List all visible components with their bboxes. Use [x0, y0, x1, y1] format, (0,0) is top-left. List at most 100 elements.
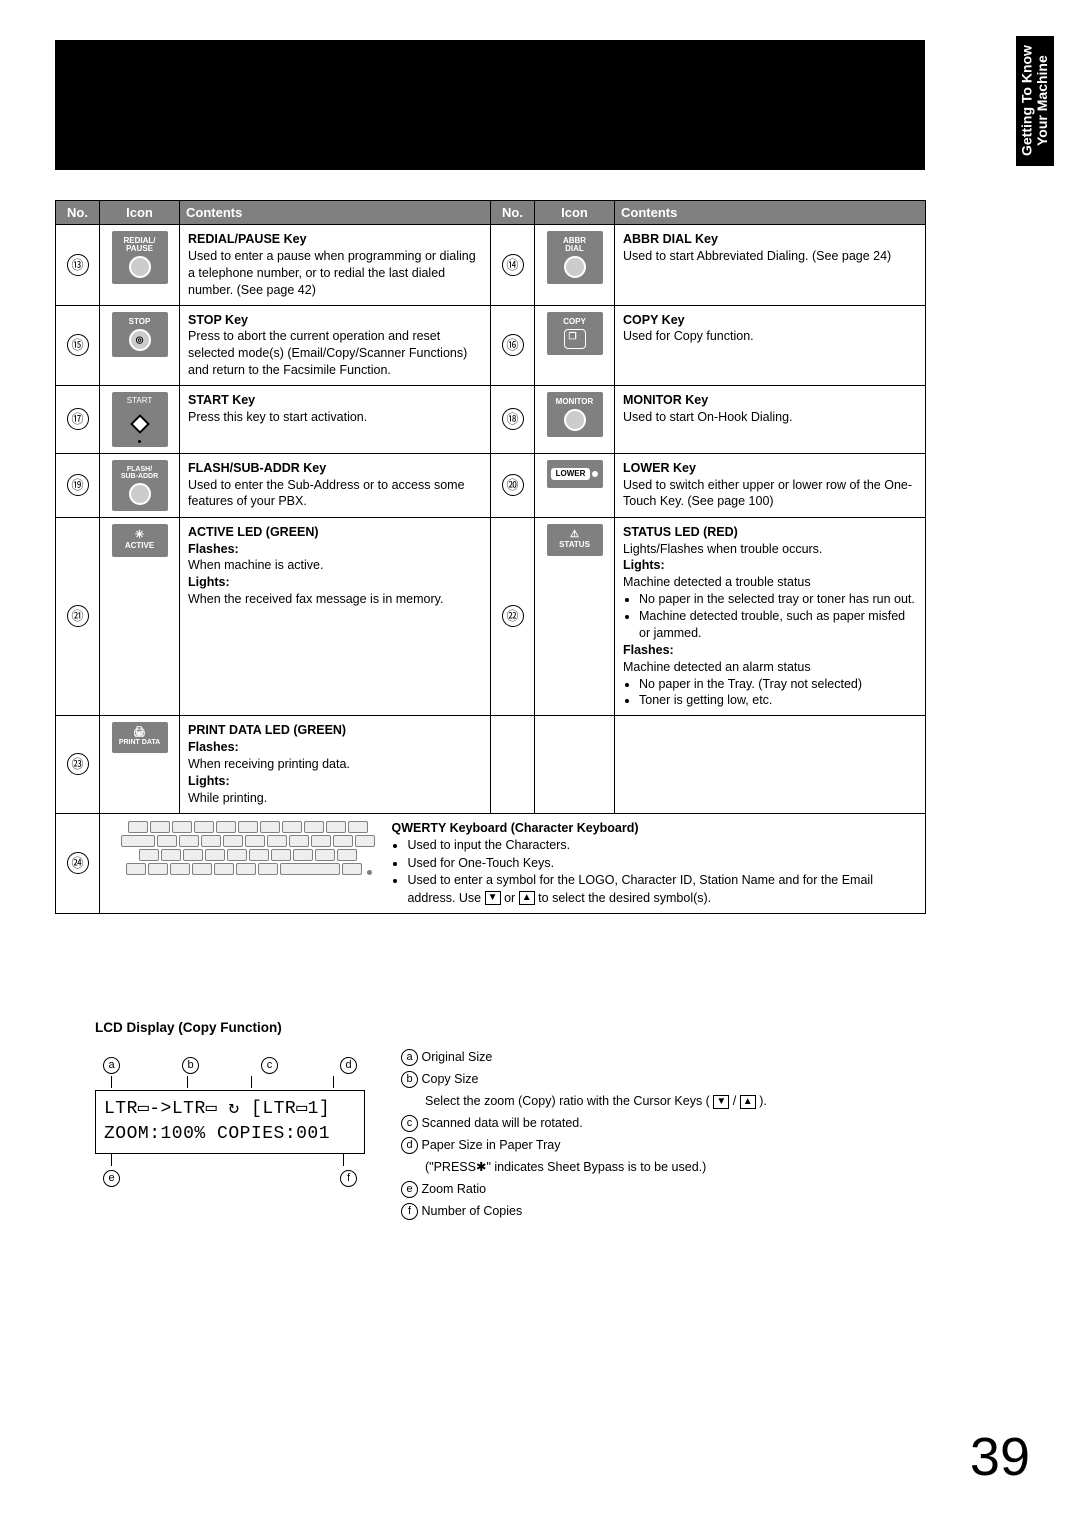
page-number: 39: [970, 1426, 1030, 1488]
key-title: STOP Key: [188, 313, 248, 327]
lcd-label-e: e: [103, 1170, 120, 1187]
qwerty-description: QWERTY Keyboard (Character Keyboard) Use…: [391, 820, 900, 908]
lcd-section: LCD Display (Copy Function) a b c d LTR▭…: [95, 1020, 925, 1223]
key-body: Used to start Abbreviated Dialing. (See …: [623, 249, 891, 263]
sub-label: Lights:: [623, 558, 665, 572]
row-number: ㉓: [67, 753, 89, 775]
key-title: STATUS LED (RED): [623, 525, 738, 539]
section-tab: Getting To Know Your Machine: [1016, 36, 1054, 166]
bullet: No paper in the selected tray or toner h…: [639, 591, 917, 608]
monitor-icon: MONITOR: [547, 392, 603, 437]
key-title: MONITOR Key: [623, 393, 708, 407]
sub-body: When receiving printing data.: [188, 757, 350, 771]
key-body: Used to enter the Sub-Address or to acce…: [188, 478, 465, 509]
lcd-label-f: f: [340, 1170, 357, 1187]
row-number: ⑲: [67, 474, 89, 496]
print-data-led-icon: 🖨 PRINT DATA: [112, 722, 168, 753]
lcd-label-d: d: [340, 1057, 357, 1074]
row-number: ⑰: [67, 408, 89, 430]
row-number: ⑬: [67, 254, 89, 276]
row-number: ⑱: [502, 408, 524, 430]
key-title: PRINT DATA LED (GREEN): [188, 723, 346, 737]
bullet: Used for One-Touch Keys.: [407, 855, 900, 873]
legend-e: Zoom Ratio: [421, 1182, 486, 1196]
key-body: Used to switch either upper or lower row…: [623, 478, 912, 509]
key-body: Press to abort the current operation and…: [188, 329, 467, 377]
lcd-display: LTR▭->LTR▭ ↻ [LTR▭1] ZOOM:100% COPIES:00…: [95, 1090, 365, 1154]
sub-label: Lights:: [188, 575, 230, 589]
table-row: ⑮ STOP ◎ STOP Key Press to abort the cur…: [56, 305, 926, 386]
key-title: QWERTY Keyboard (Character Keyboard): [391, 821, 638, 835]
status-led-icon: ⚠ STATUS: [547, 524, 603, 556]
table-row: ⑲ FLASH/ SUB-ADDR FLASH/SUB-ADDR Key Use…: [56, 453, 926, 517]
key-body: Used for Copy function.: [623, 329, 754, 343]
key-reference-table: No. Icon Contents No. Icon Contents ⑬ RE…: [55, 200, 926, 914]
lcd-title: LCD Display (Copy Function): [95, 1020, 925, 1035]
stop-icon: STOP ◎: [112, 312, 168, 357]
row-number: ⑭: [502, 254, 524, 276]
key-title: ACTIVE LED (GREEN): [188, 525, 319, 539]
lcd-label-b: b: [182, 1057, 199, 1074]
bullet: No paper in the Tray. (Tray not selected…: [639, 676, 917, 693]
active-led-icon: ✳ ACTIVE: [112, 524, 168, 557]
th-icon: Icon: [100, 201, 180, 225]
lcd-legend: a Original Size b Copy Size Select the z…: [401, 1047, 925, 1223]
row-number: ㉔: [67, 852, 89, 874]
section-tab-label: Getting To Know Your Machine: [1020, 46, 1051, 157]
legend-d: Paper Size in Paper Tray: [421, 1138, 560, 1152]
sub-body: While printing.: [188, 791, 267, 805]
qwerty-keyboard-icon: [108, 820, 388, 890]
legend-f: Number of Copies: [421, 1204, 522, 1218]
key-title: COPY Key: [623, 313, 685, 327]
table-row: ㉓ 🖨 PRINT DATA PRINT DATA LED (GREEN) Fl…: [56, 716, 926, 813]
key-body: Used to start On-Hook Dialing.: [623, 410, 793, 424]
th-contents: Contents: [180, 201, 491, 225]
sub-label: Flashes:: [188, 542, 239, 556]
copy-icon: COPY ❐: [547, 312, 603, 355]
redial-pause-icon: REDIAL/ PAUSE: [112, 231, 168, 284]
lcd-line1: LTR▭->LTR▭ ↻ [LTR▭1]: [104, 1097, 356, 1122]
abbr-dial-icon: ABBR DIAL: [547, 231, 603, 284]
key-body: Used to enter a pause when programming o…: [188, 249, 476, 297]
key-title: REDIAL/PAUSE Key: [188, 232, 307, 246]
key-title: LOWER Key: [623, 461, 696, 475]
row-number: ⑮: [67, 334, 89, 356]
sub-label: Flashes:: [623, 643, 674, 657]
row-number: ㉑: [67, 605, 89, 627]
key-title: ABBR DIAL Key: [623, 232, 718, 246]
table-row: ⑰ START START Key Press this key to star…: [56, 386, 926, 454]
bullet: Machine detected trouble, such as paper …: [639, 608, 917, 642]
up-arrow-key-icon: ▲: [519, 891, 535, 905]
lcd-label-a: a: [103, 1057, 120, 1074]
th-no: No.: [56, 201, 100, 225]
lcd-label-c: c: [261, 1057, 278, 1074]
sub-body: When machine is active.: [188, 558, 323, 572]
legend-b: Copy Size: [421, 1072, 478, 1086]
table-row: ㉑ ✳ ACTIVE ACTIVE LED (GREEN) Flashes: W…: [56, 517, 926, 716]
line: Lights/Flashes when trouble occurs.: [623, 542, 822, 556]
bullet: Used to enter a symbol for the LOGO, Cha…: [407, 872, 900, 907]
key-title: START Key: [188, 393, 255, 407]
row-number: ㉒: [502, 605, 524, 627]
lower-icon: LOWER: [547, 460, 603, 488]
legend-d-detail: ("PRESS✱" indicates Sheet Bypass is to b…: [425, 1160, 706, 1174]
lcd-line2: ZOOM:100% COPIES:001: [104, 1122, 356, 1147]
sub-body: Machine detected a trouble status: [623, 575, 811, 589]
table-row: ⑬ REDIAL/ PAUSE REDIAL/PAUSE Key Used to…: [56, 225, 926, 306]
key-title: FLASH/SUB-ADDR Key: [188, 461, 326, 475]
th-contents-2: Contents: [615, 201, 926, 225]
down-arrow-key-icon: ▼: [713, 1095, 729, 1109]
lcd-diagram: a b c d LTR▭->LTR▭ ↻ [LTR▭1] ZOOM:100% C…: [95, 1047, 365, 1187]
up-arrow-key-icon: ▲: [740, 1095, 756, 1109]
legend-c: Scanned data will be rotated.: [421, 1116, 582, 1130]
sub-label: Flashes:: [188, 740, 239, 754]
bullet: Used to input the Characters.: [407, 837, 900, 855]
th-no-2: No.: [491, 201, 535, 225]
sub-label: Lights:: [188, 774, 230, 788]
start-icon: START: [112, 392, 168, 447]
sub-body: When the received fax message is in memo…: [188, 592, 443, 606]
row-number: ⑯: [502, 334, 524, 356]
down-arrow-key-icon: ▼: [485, 891, 501, 905]
th-icon-2: Icon: [535, 201, 615, 225]
legend-a: Original Size: [421, 1050, 492, 1064]
